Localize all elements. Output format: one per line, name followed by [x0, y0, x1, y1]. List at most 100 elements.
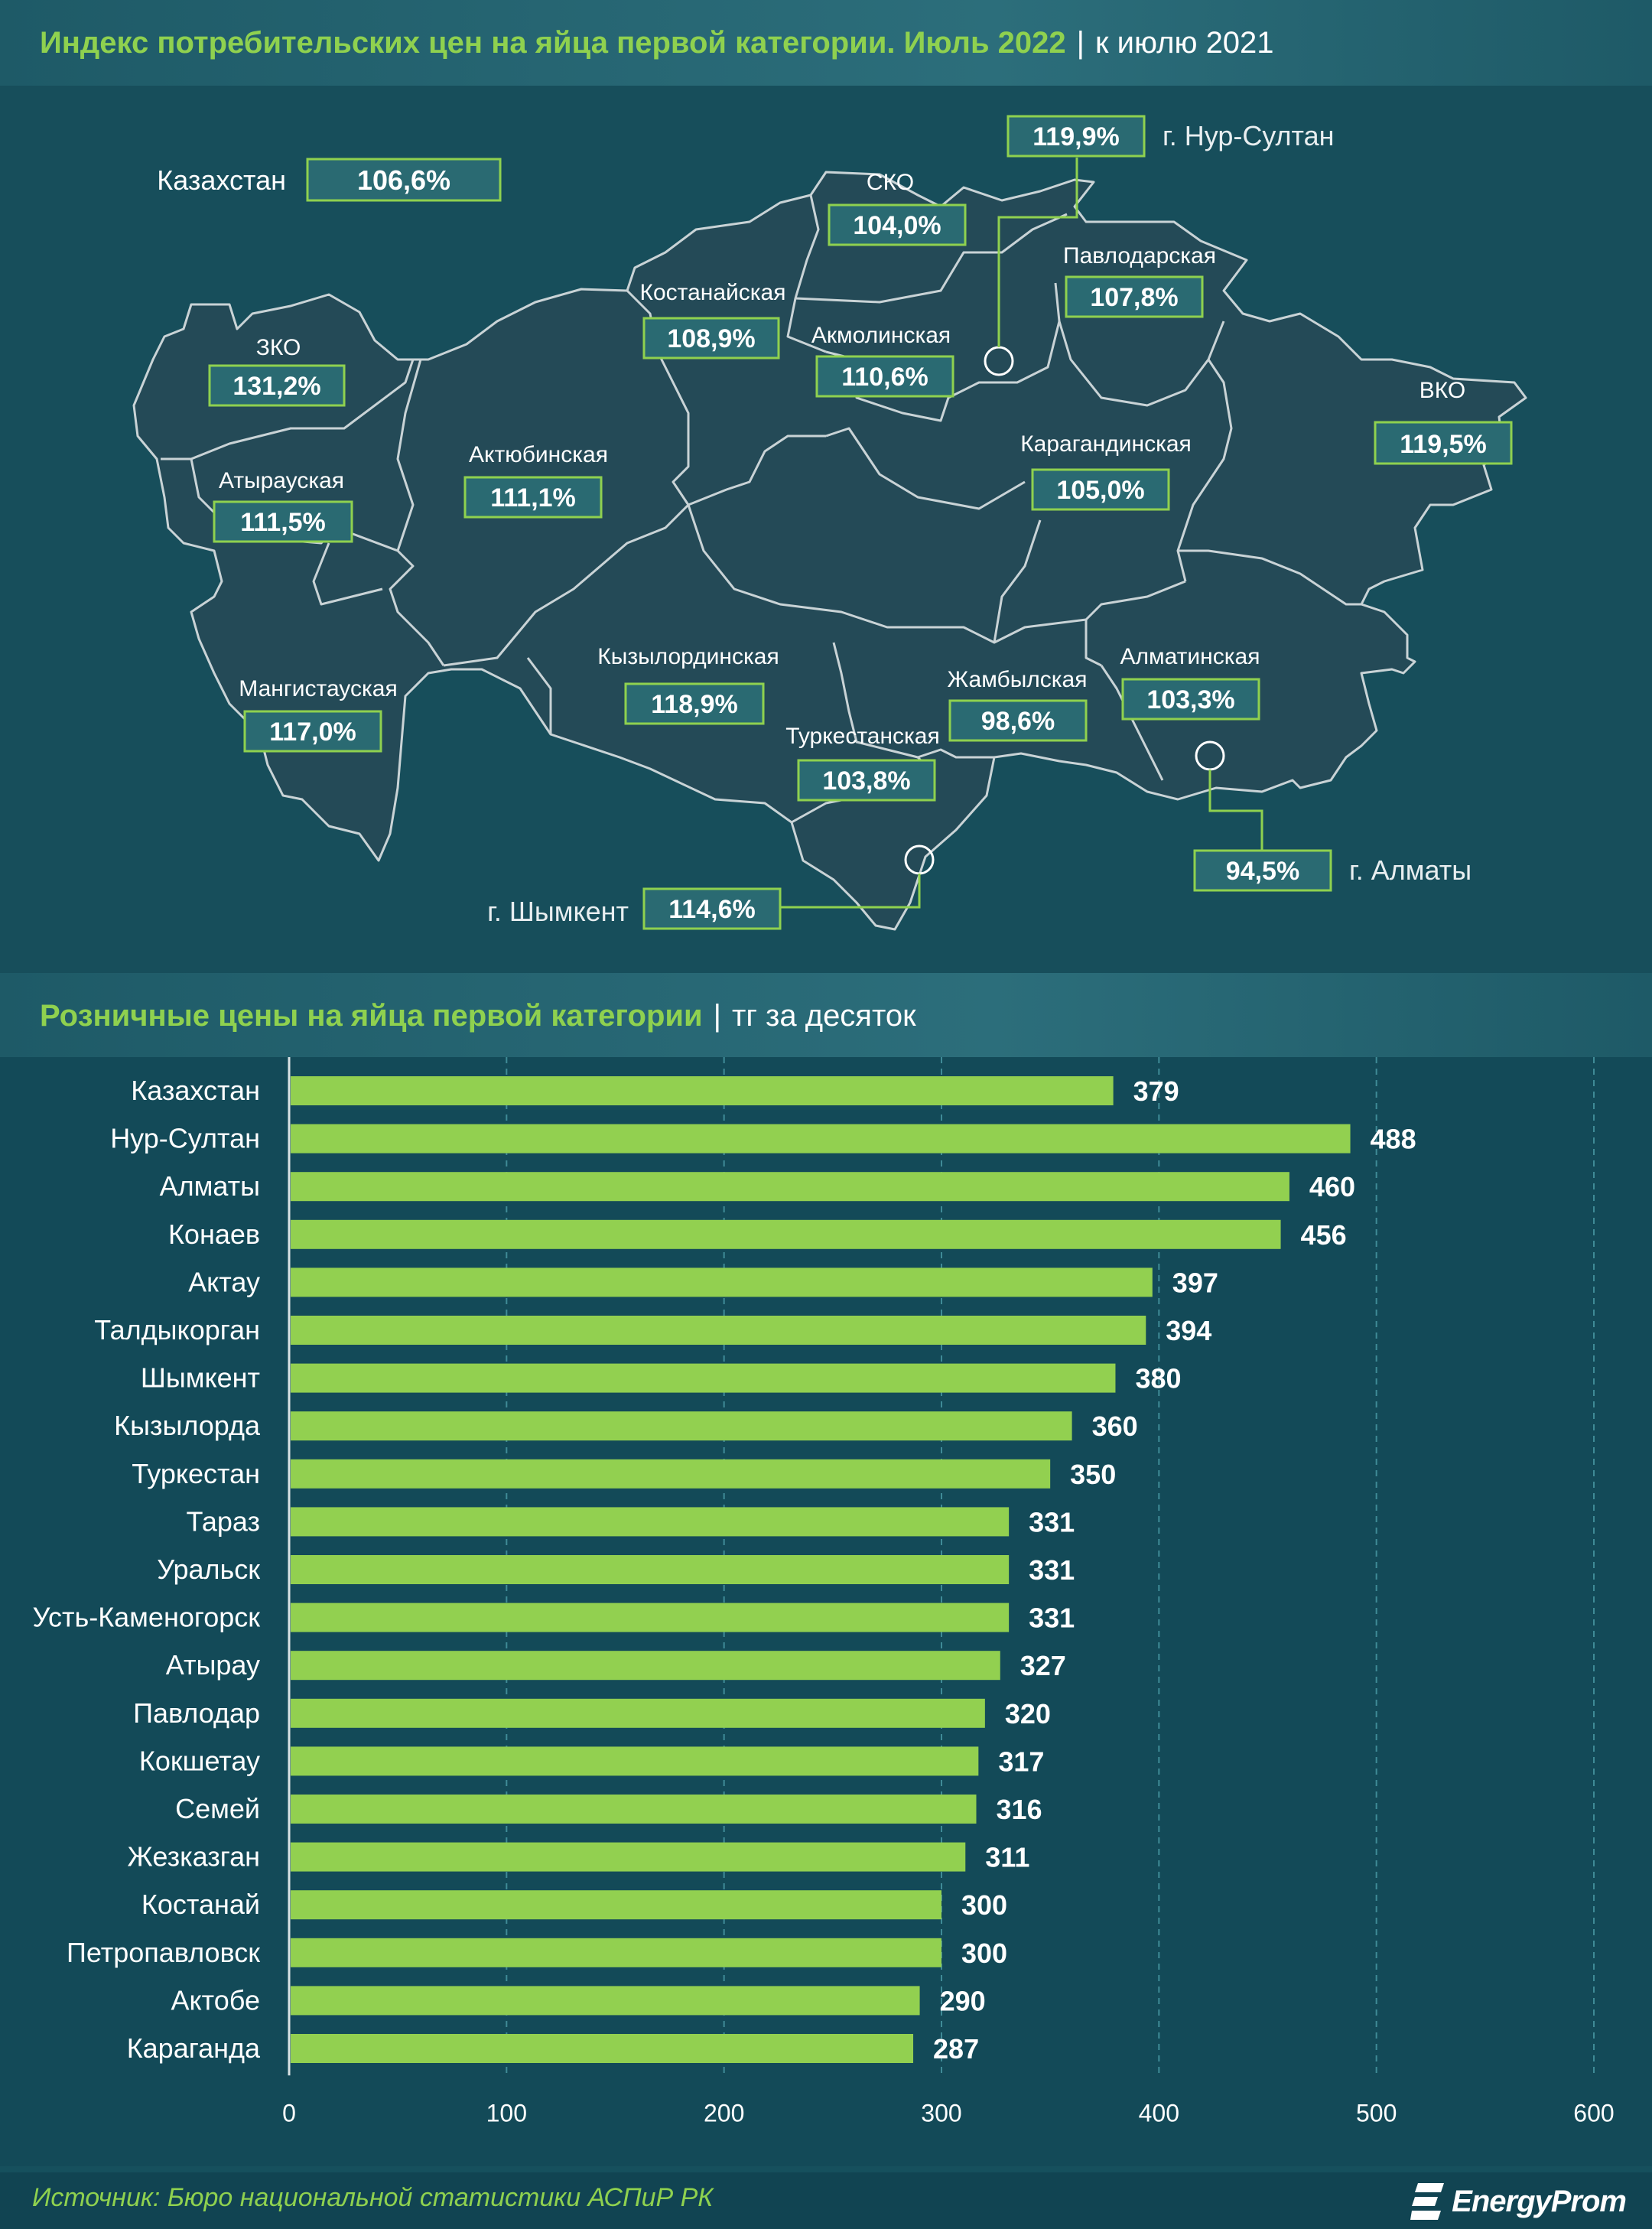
- border-kostanay-east: [786, 194, 827, 353]
- map-panel: Казахстан 106,6% ЗКО 131,2% Атырауская 1…: [0, 86, 1652, 973]
- category-label: Кокшетау: [139, 1745, 260, 1776]
- title-separator: |: [713, 999, 721, 1033]
- bar: [291, 1842, 966, 1872]
- city-shymkent-name: г. Шымкент: [487, 896, 629, 927]
- bar: [291, 1986, 920, 2016]
- almaty-leader: [1208, 770, 1263, 851]
- bar: [291, 1938, 941, 1967]
- border-karaganda-south: [687, 504, 1186, 644]
- region-turkestan-value: 103,8%: [822, 766, 910, 796]
- region-vko: ВКО 119,5%: [1374, 378, 1513, 465]
- footer: Источник: Бюро национальной статистики А…: [0, 2172, 1652, 2229]
- category-label: Шымкент: [141, 1362, 260, 1394]
- region-aktobe-value: 111,1%: [490, 483, 576, 513]
- region-zko-box: [208, 364, 346, 407]
- region-pavlodar-value: 107,8%: [1090, 283, 1178, 312]
- region-kyzylorda: Кызылординская 118,9%: [597, 644, 779, 725]
- category-label: Казахстан: [131, 1075, 260, 1106]
- x-tick-label: 200: [704, 2099, 744, 2126]
- chart-subtitle: тг за десяток: [732, 999, 916, 1033]
- border-zhambyl: [1085, 620, 1102, 667]
- category-label: Семей: [175, 1793, 260, 1824]
- region-zko: ЗКО 131,2%: [208, 335, 346, 407]
- category-label: Алматы: [160, 1170, 260, 1202]
- category-label: Конаев: [168, 1219, 260, 1250]
- region-sko-box: [828, 203, 967, 246]
- value-label: 380: [1135, 1363, 1181, 1394]
- border-turkestan: [832, 642, 994, 759]
- border-sko: [795, 213, 1068, 304]
- city-shymkent: 114,6% г. Шымкент: [487, 887, 782, 930]
- city-almaty-value: 94,5%: [1226, 857, 1299, 886]
- value-label: 350: [1070, 1459, 1116, 1490]
- region-kostanay-value: 108,9%: [667, 324, 755, 353]
- category-label: Жезказган: [128, 1841, 260, 1873]
- bar: [291, 1459, 1051, 1489]
- map-title-main: Индекс потребительских цен на яйца перво…: [40, 26, 1066, 60]
- region-kyzylorda-name: Кызылординская: [597, 644, 779, 669]
- bar: [291, 1219, 1281, 1249]
- category-label: Павлодар: [133, 1697, 260, 1729]
- kazakhstan-label: Казахстан: [157, 164, 286, 196]
- region-pavlodar-box: [1065, 275, 1204, 318]
- border-aktobe-south: [443, 503, 690, 667]
- city-almaty-name: г. Алматы: [1349, 854, 1472, 886]
- bar: [291, 1507, 1010, 1537]
- value-label: 331: [1029, 1554, 1075, 1586]
- region-kostanay: Костанайская 108,9%: [640, 280, 785, 360]
- city-almaty-box: [1193, 849, 1332, 892]
- region-mangystau-name: Мангистауская: [239, 676, 397, 701]
- value-label: 394: [1166, 1315, 1211, 1346]
- bar: [291, 1890, 941, 1920]
- chart-title-band: Розничные цены на яйца первой категории |…: [0, 973, 1652, 1057]
- title-separator: |: [1076, 26, 1085, 60]
- region-vko-name: ВКО: [1419, 378, 1465, 403]
- category-label: Караганда: [127, 2032, 261, 2064]
- value-label: 311: [985, 1842, 1029, 1873]
- bar: [291, 1555, 1010, 1584]
- x-tick-label: 100: [486, 2099, 527, 2126]
- city-nur-sultan-value: 119,9%: [1032, 122, 1119, 151]
- category-label: Уральск: [157, 1554, 260, 1585]
- value-label: 488: [1371, 1124, 1416, 1155]
- region-zko-value: 131,2%: [233, 372, 320, 401]
- region-mangystau: Мангистауская 117,0%: [239, 676, 398, 753]
- region-akmola-box: [815, 355, 954, 398]
- bar: [291, 1411, 1072, 1441]
- energyprom-logo: EnergyProm: [1410, 2179, 1627, 2224]
- value-label: 300: [961, 1938, 1007, 1969]
- bar: [291, 1267, 1153, 1297]
- region-turkestan-name: Туркестанская: [785, 724, 940, 749]
- region-sko: СКО 104,0%: [828, 170, 967, 246]
- bar: [291, 1795, 977, 1824]
- bar: [291, 1172, 1289, 1202]
- bar: [291, 1316, 1146, 1345]
- shymkent-leader: [780, 874, 921, 909]
- leader-lines: [780, 158, 1263, 909]
- bar: [291, 1698, 985, 1728]
- country-outline: [132, 171, 1527, 931]
- region-zhambyl: Жамбылская 98,6%: [948, 667, 1088, 742]
- region-vko-box: [1374, 421, 1513, 465]
- region-zhambyl-name: Жамбылская: [948, 667, 1088, 692]
- region-atyrau-value: 111,5%: [240, 508, 326, 537]
- value-label: 290: [940, 1985, 986, 2016]
- category-label: Актау: [188, 1266, 260, 1297]
- category-label: Костанай: [141, 1889, 260, 1920]
- value-label: 456: [1301, 1219, 1347, 1251]
- category-label: Талдыкорган: [94, 1314, 260, 1346]
- category-label: Актобе: [171, 1984, 260, 2016]
- region-atyrau: Атырауская 111,5%: [213, 468, 353, 543]
- region-karaganda-name: Карагандинская: [1020, 431, 1192, 457]
- border-kyzylorda: [526, 657, 552, 734]
- region-pavlodar-name: Павлодарская: [1063, 243, 1216, 268]
- region-almaty: Алматинская 103,3%: [1120, 644, 1260, 721]
- region-karaganda: Карагандинская 105,0%: [1020, 431, 1192, 511]
- city-almaty: 94,5% г. Алматы: [1193, 849, 1472, 892]
- region-atyrau-name: Атырауская: [219, 468, 344, 493]
- region-akmola: Акмолинская 110,6%: [811, 323, 954, 398]
- category-label: Туркестан: [132, 1458, 260, 1489]
- region-mangystau-value: 117,0%: [269, 718, 356, 747]
- city-nur-sultan-name: г. Нур-Султан: [1163, 120, 1335, 151]
- value-label: 331: [1029, 1603, 1075, 1634]
